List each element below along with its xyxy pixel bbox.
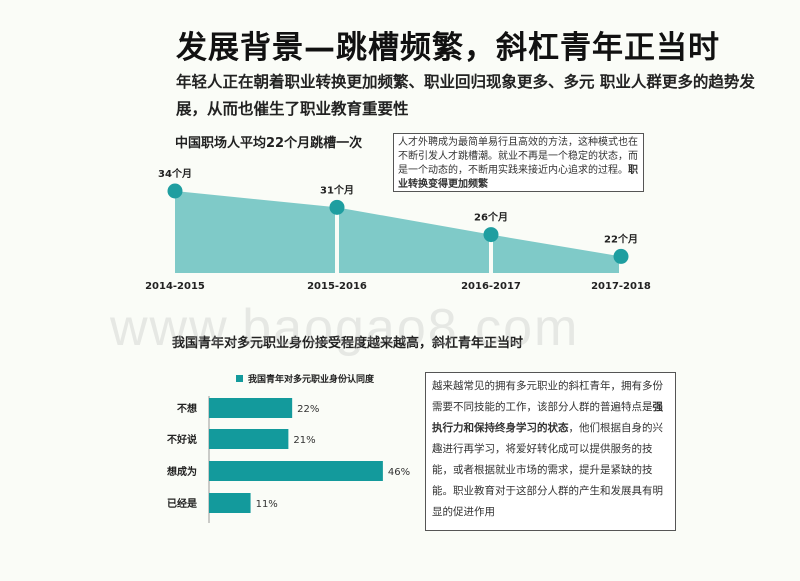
area-point-marker: [167, 183, 183, 199]
area-data-label: 31个月: [320, 183, 354, 196]
section1-note: 人才外聘成为最简单易行且高效的方法，这种模式也在不断引发人才跳槽潮。就业不再是一…: [393, 133, 644, 192]
bar-category-label: 已经是: [167, 497, 197, 510]
bar-data-label: 21%: [293, 435, 315, 446]
bar-data-label: 11%: [256, 499, 278, 510]
section2-note: 越来越常见的拥有多元职业的斜杠青年，拥有多份需要不同技能的工作，该部分人群的普遍…: [425, 372, 676, 531]
bar-category-label: 不想: [177, 402, 197, 415]
section1-note-text: 人才外聘成为最简单易行且高效的方法，这种模式也在不断引发人才跳槽潮。就业不再是一…: [398, 137, 638, 176]
legend-swatch: [236, 375, 243, 382]
area-category-label: 2017-2018: [591, 281, 651, 292]
area-segment: [175, 191, 335, 273]
section1-heading: 中国职场人平均22个月跳槽一次: [175, 136, 363, 151]
job-hopping-area-chart: 34个月 2014-2015 31个月 2015-2016 26个月 2016-2017 2…: [145, 167, 651, 292]
section1-note-bold: 职业转换变得更加频繁: [398, 165, 638, 190]
watermark: www.baogao8.com: [110, 299, 580, 357]
bar-category-label: 想成为: [166, 465, 197, 478]
section2-note-text-2: ，他们根据自身的兴趣进行再学习，将爱好转化成可以提供服务的技能，或者根据就业市场…: [432, 422, 663, 518]
bar-data-label: 22%: [297, 404, 319, 415]
area-category-label: 2015-2016: [307, 281, 367, 292]
bar-data-label: 46%: [388, 467, 410, 478]
area-point-marker: [483, 227, 499, 243]
area-category-label: 2014-2015: [145, 281, 205, 292]
area-data-label: 26个月: [474, 211, 508, 224]
section2-heading: 我国青年对多元职业身份接受程度越来越高，斜杠青年正当时: [172, 336, 524, 351]
bar: [209, 398, 293, 418]
legend-label: 我国青年对多元职业身份认同度: [248, 373, 375, 385]
area-data-label: 22个月: [604, 232, 638, 245]
section2-note-text-1: 越来越常见的拥有多元职业的斜杠青年，拥有多份需要不同技能的工作，该部分人群的普遍…: [432, 380, 663, 413]
area-segment: [339, 207, 489, 273]
bar-category-label: 不好说: [167, 433, 197, 446]
page-subtitle: 年轻人正在朝着职业转换更加频繁、职业回归现象更多、多元 职业人群更多的趋势发展，…: [176, 73, 755, 118]
area-point-marker: [613, 248, 629, 264]
page-title: 发展背景—跳槽频繁，斜杠青年正当时: [176, 30, 720, 66]
area-segment: [493, 234, 619, 273]
bar: [209, 429, 289, 449]
area-data-label: 34个月: [158, 167, 192, 180]
area-category-label: 2016-2017: [461, 281, 521, 292]
section2-note-bold: 强执行力和保持终身学习的状态: [432, 401, 663, 434]
bar: [209, 461, 383, 481]
bar: [209, 493, 251, 513]
area-point-marker: [329, 199, 345, 215]
